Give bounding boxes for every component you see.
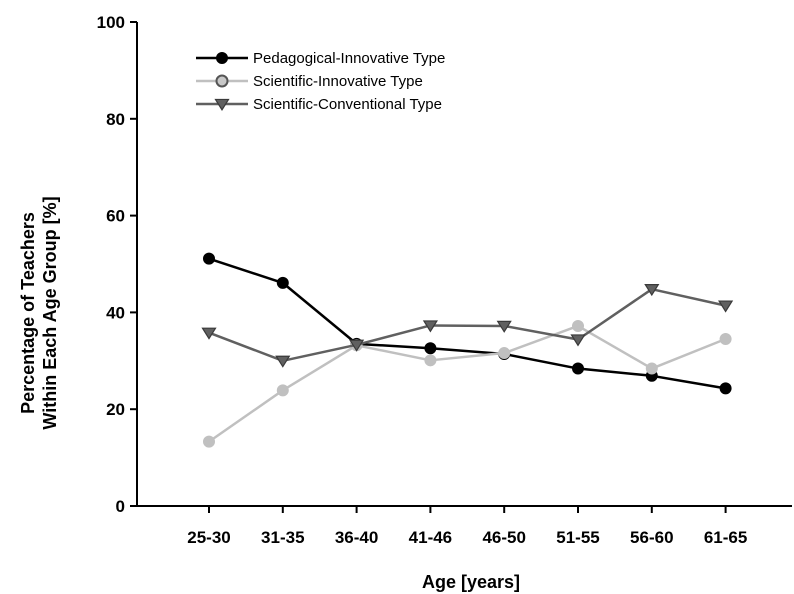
y-tick-label: 40: [106, 303, 125, 322]
y-tick-label: 100: [97, 13, 125, 32]
x-axis: 25-30 31-35 36-40 41-46 46-50 51-55 56-60 61-65: [137, 506, 792, 547]
data-point: [277, 277, 288, 288]
x-tick-label: 36-40: [335, 528, 378, 547]
x-tick-label: 41-46: [409, 528, 452, 547]
legend-label: Scientific-Conventional Type: [253, 96, 442, 113]
y-axis-title: Percentage of Teachers Within Each Age G…: [18, 196, 60, 429]
legend-item: Scientific-Conventional Type: [196, 96, 442, 113]
data-point: [573, 320, 584, 331]
data-point: [425, 343, 436, 354]
series-line: [209, 326, 726, 442]
data-point: [204, 436, 215, 447]
legend: Pedagogical-Innovative Type Scientific-In…: [196, 50, 445, 113]
x-axis-title: Age [years]: [422, 572, 520, 592]
y-axis-title-line-2: Within Each Age Group [%]: [40, 196, 60, 429]
data-point: [572, 335, 585, 345]
legend-item: Pedagogical-Innovative Type: [196, 50, 445, 67]
y-axis-title-line-1: Percentage of Teachers: [18, 212, 38, 414]
series-2: [204, 320, 732, 447]
x-tick-label: 46-50: [482, 528, 525, 547]
data-point: [720, 334, 731, 345]
legend-label: Scientific-Innovative Type: [253, 73, 423, 90]
legend-marker: [217, 76, 228, 87]
x-tick-label: 56-60: [630, 528, 673, 547]
x-tick-label: 51-55: [556, 528, 599, 547]
data-point: [719, 301, 732, 311]
x-tick-label: 25-30: [187, 528, 230, 547]
data-point: [573, 363, 584, 374]
y-tick-label: 20: [106, 400, 125, 419]
x-tick-label: 31-35: [261, 528, 304, 547]
data-point: [204, 253, 215, 264]
y-tick-label: 0: [116, 497, 125, 516]
data-point: [425, 355, 436, 366]
data-point: [646, 363, 657, 374]
data-point: [276, 356, 289, 366]
y-axis: 0 20 40 60 80 100: [97, 13, 137, 516]
data-point: [720, 383, 731, 394]
data-point: [499, 348, 510, 359]
series-3: [203, 285, 733, 367]
y-tick-label: 60: [106, 207, 125, 226]
series-layer: [203, 253, 733, 447]
x-tick-label: 61-65: [704, 528, 747, 547]
legend-marker: [217, 53, 228, 64]
data-point: [277, 385, 288, 396]
legend-label: Pedagogical-Innovative Type: [253, 50, 445, 67]
y-tick-label: 80: [106, 110, 125, 129]
legend-item: Scientific-Innovative Type: [196, 73, 423, 90]
